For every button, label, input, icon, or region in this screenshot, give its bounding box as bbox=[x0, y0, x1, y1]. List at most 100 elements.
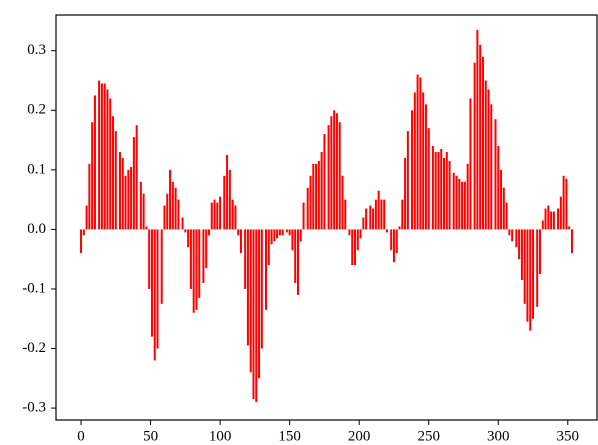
bar bbox=[202, 229, 205, 284]
bar bbox=[404, 157, 407, 230]
bar bbox=[323, 134, 326, 230]
bar bbox=[189, 229, 192, 289]
bar bbox=[511, 229, 514, 242]
bar bbox=[109, 98, 112, 230]
bar bbox=[434, 151, 437, 230]
bar bbox=[523, 229, 526, 304]
bar bbox=[285, 229, 288, 233]
bar bbox=[479, 44, 482, 230]
bar bbox=[160, 229, 163, 304]
bar bbox=[568, 226, 571, 230]
bar bbox=[150, 229, 153, 337]
bar bbox=[130, 166, 133, 230]
bar bbox=[187, 229, 190, 248]
bar bbox=[103, 83, 106, 230]
bar bbox=[273, 229, 276, 242]
bar bbox=[171, 181, 174, 230]
bar bbox=[82, 229, 85, 236]
bar bbox=[385, 229, 388, 233]
bar bbox=[338, 122, 341, 230]
bar bbox=[413, 92, 416, 230]
y-tick-label: -0.2 bbox=[22, 340, 46, 356]
x-tick-label: 250 bbox=[417, 428, 440, 444]
bar bbox=[356, 229, 359, 251]
bar bbox=[333, 110, 336, 230]
bar bbox=[532, 229, 535, 319]
bar bbox=[490, 104, 493, 230]
bar bbox=[494, 119, 497, 230]
bar bbox=[317, 160, 320, 230]
bar bbox=[169, 169, 172, 230]
bar bbox=[505, 202, 508, 230]
bar bbox=[463, 181, 466, 230]
bar bbox=[205, 229, 208, 269]
x-tick-label: 300 bbox=[487, 428, 510, 444]
bar bbox=[237, 229, 240, 236]
bar bbox=[422, 92, 425, 230]
y-tick-label: 0.2 bbox=[27, 102, 46, 118]
bar bbox=[431, 146, 434, 230]
bar bbox=[481, 56, 484, 230]
x-tick-label: 350 bbox=[557, 428, 580, 444]
bar bbox=[369, 205, 372, 230]
bar bbox=[544, 208, 547, 230]
bar bbox=[536, 229, 539, 307]
bar bbox=[502, 187, 505, 230]
bar bbox=[552, 211, 555, 230]
bar bbox=[411, 110, 414, 230]
bar bbox=[174, 187, 177, 230]
bar bbox=[469, 98, 472, 230]
bar bbox=[228, 169, 231, 230]
bar bbox=[309, 175, 312, 230]
bar bbox=[234, 205, 237, 230]
bar bbox=[341, 175, 344, 230]
bar bbox=[270, 229, 273, 245]
bar bbox=[520, 229, 523, 281]
bar bbox=[518, 229, 521, 260]
bar bbox=[192, 229, 195, 313]
x-tick-label: 200 bbox=[348, 428, 371, 444]
bar bbox=[424, 104, 427, 230]
bar bbox=[538, 229, 541, 275]
bar bbox=[377, 190, 380, 230]
bar bbox=[362, 217, 365, 230]
bar bbox=[427, 128, 430, 230]
bar bbox=[440, 149, 443, 230]
bar bbox=[327, 125, 330, 230]
bar bbox=[98, 80, 101, 230]
bar bbox=[344, 199, 347, 230]
y-tick-label: -0.3 bbox=[22, 400, 46, 416]
bar bbox=[267, 229, 270, 266]
bar bbox=[466, 163, 469, 230]
bar bbox=[497, 146, 500, 230]
bar bbox=[124, 175, 127, 230]
bar bbox=[244, 229, 247, 289]
bar bbox=[177, 199, 180, 230]
bar bbox=[302, 202, 305, 230]
bar bbox=[354, 229, 357, 266]
bar bbox=[448, 160, 451, 230]
bar bbox=[365, 208, 368, 230]
bar bbox=[461, 181, 464, 230]
y-tick-label: 0.0 bbox=[27, 221, 46, 237]
bar bbox=[500, 169, 503, 230]
plot-frame bbox=[55, 14, 598, 421]
bar bbox=[570, 229, 573, 254]
bar bbox=[330, 116, 333, 230]
x-tick-label: 150 bbox=[278, 428, 301, 444]
bar bbox=[142, 193, 145, 230]
bar bbox=[443, 157, 446, 230]
bar bbox=[260, 229, 263, 349]
x-tick-label: 50 bbox=[143, 428, 158, 444]
bar bbox=[484, 80, 487, 230]
bar bbox=[255, 229, 258, 403]
bar bbox=[562, 175, 565, 230]
bar bbox=[390, 229, 393, 251]
bar bbox=[148, 229, 151, 289]
bar bbox=[437, 151, 440, 230]
bar bbox=[121, 157, 124, 230]
bar bbox=[163, 205, 166, 230]
bar bbox=[118, 151, 121, 230]
bar bbox=[455, 175, 458, 230]
